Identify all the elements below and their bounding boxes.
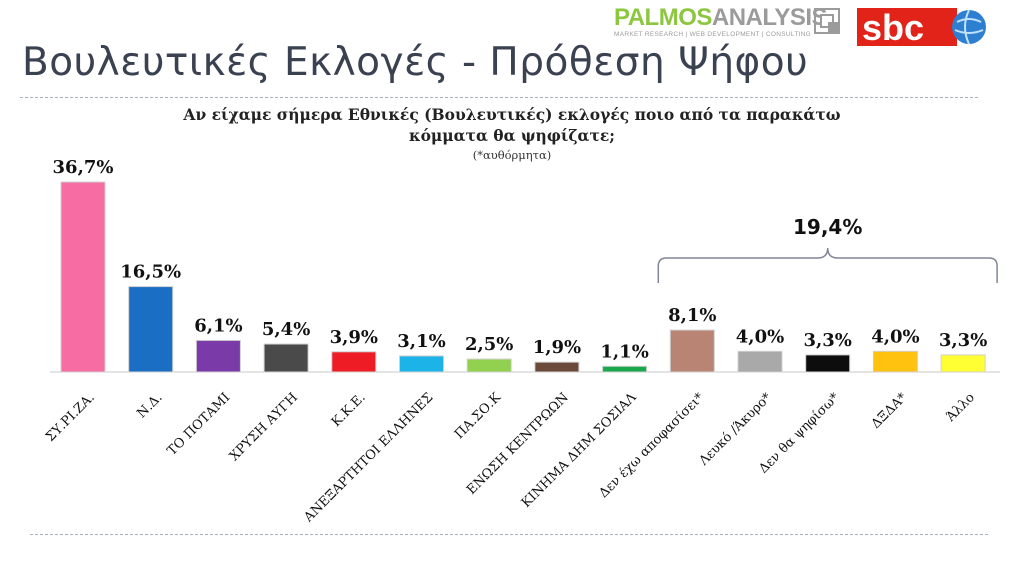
value-label-3: 6,1% bbox=[194, 315, 242, 336]
bar-6 bbox=[399, 355, 444, 373]
palmos-square-icon bbox=[814, 8, 840, 34]
sbc-logo: sbc bbox=[857, 7, 986, 48]
value-label-4: 5,4% bbox=[262, 319, 310, 340]
value-label-7: 2,5% bbox=[465, 334, 513, 355]
category-label-6: ΑΝΕΞΑΡΤΗΤΟΙ ΕΛΛΗΝΕΣ bbox=[301, 390, 437, 526]
bar-8 bbox=[534, 361, 580, 373]
value-label-5: 3,9% bbox=[330, 327, 378, 348]
spontaneous-note: (*αυθόρμητα) bbox=[472, 148, 552, 162]
category-label-13: ΔΞΔΑ* bbox=[869, 390, 911, 432]
category-label-4: ΧΡΥΣΗ ΑΥΓΗ bbox=[227, 390, 301, 464]
bar-13 bbox=[872, 350, 918, 373]
group-bracket bbox=[657, 247, 998, 283]
sbc-logo-text: sbc bbox=[862, 7, 924, 48]
bar-14 bbox=[940, 354, 986, 373]
palmos-analysis-logo: PALMOSANALYSIS MARKET RESEARCH | WEB DEV… bbox=[614, 6, 844, 44]
value-label-2: 16,5% bbox=[120, 262, 181, 283]
category-label-7: ΠΑ.ΣΟ.Κ bbox=[452, 390, 504, 442]
bar-7 bbox=[466, 358, 512, 373]
value-label-10: 8,1% bbox=[668, 305, 716, 326]
value-label-13: 4,0% bbox=[871, 326, 919, 347]
globe-icon bbox=[952, 10, 986, 44]
page-title: Βουλευτικές Εκλογές - Πρόθεση Ψήφου bbox=[22, 40, 809, 85]
bar-4 bbox=[263, 343, 309, 373]
question-line-1: Αν είχαμε σήμερα Εθνικές (Βουλευτικές) ε… bbox=[183, 105, 841, 124]
value-label-9: 1,1% bbox=[600, 341, 648, 362]
bar-5 bbox=[331, 351, 377, 373]
bar-2 bbox=[128, 286, 174, 373]
category-label-1: ΣΥ.ΡΙ.ΖΑ. bbox=[43, 390, 98, 445]
group-total-label: 19,4% bbox=[793, 215, 862, 239]
title-divider bbox=[20, 97, 978, 98]
bar-9 bbox=[602, 365, 648, 373]
value-label-8: 1,9% bbox=[533, 337, 581, 358]
value-label-12: 3,3% bbox=[803, 330, 851, 351]
palmos-logo-tagline: MARKET RESEARCH | WEB DEVELOPMENT | CONS… bbox=[614, 31, 812, 38]
category-label-14: Άλλο bbox=[943, 390, 978, 425]
bar-1 bbox=[60, 181, 106, 373]
palmos-logo-part2: ANALYSIS bbox=[711, 4, 828, 31]
palmos-logo-part1: PALMOS bbox=[614, 4, 712, 31]
category-label-2: Ν.Δ. bbox=[134, 390, 165, 421]
bar-3 bbox=[195, 339, 241, 373]
category-label-11: Λευκό /Άκυρο* bbox=[696, 390, 775, 469]
bar-11 bbox=[737, 350, 783, 373]
bar-10 bbox=[669, 329, 715, 373]
value-label-14: 3,3% bbox=[939, 330, 987, 351]
footer-divider bbox=[30, 534, 988, 535]
value-label-11: 4,0% bbox=[736, 326, 784, 347]
value-label-6: 3,1% bbox=[397, 331, 445, 352]
bar-12 bbox=[805, 354, 851, 373]
category-label-3: ΤΟ ΠΟΤΑΜΙ bbox=[165, 390, 234, 459]
category-label-9: ΚΙΝΗΜΑ ΔΗΜ ΣΟΣΙΑΛ bbox=[519, 390, 640, 511]
category-label-5: Κ.Κ.Ε. bbox=[329, 390, 369, 430]
value-label-1: 36,7% bbox=[53, 157, 114, 178]
question-line-2: κόμματα θα ψηφίζατε; bbox=[408, 126, 616, 145]
